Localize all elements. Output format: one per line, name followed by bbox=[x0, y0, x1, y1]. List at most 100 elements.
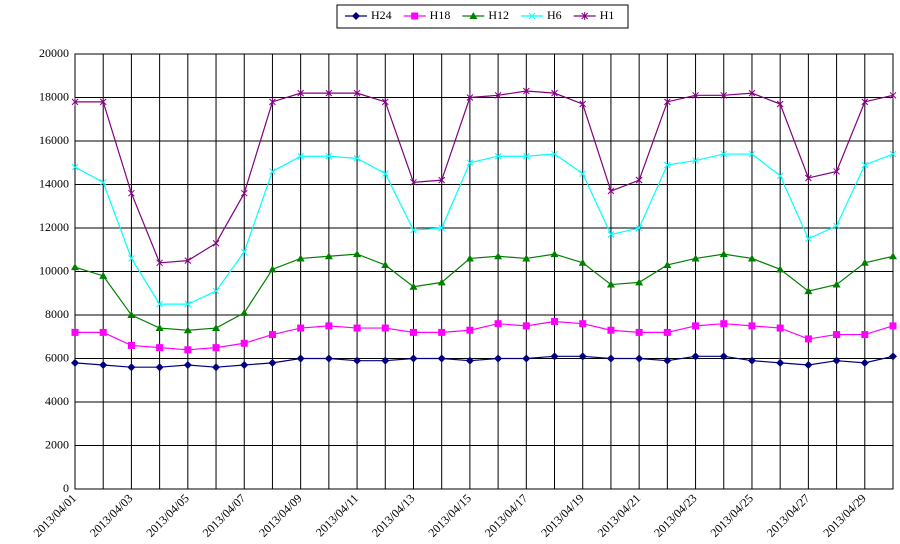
marker bbox=[438, 176, 446, 185]
x-tick-label: 2013/04/01 bbox=[31, 491, 80, 540]
legend-label: H1 bbox=[600, 8, 615, 22]
marker bbox=[804, 335, 812, 343]
marker bbox=[268, 265, 277, 273]
marker bbox=[551, 89, 558, 98]
marker bbox=[832, 280, 841, 288]
marker bbox=[663, 97, 671, 106]
marker bbox=[635, 328, 643, 336]
marker bbox=[183, 361, 192, 370]
marker bbox=[324, 354, 333, 363]
marker bbox=[466, 326, 474, 334]
marker bbox=[692, 157, 699, 164]
marker bbox=[528, 12, 536, 20]
marker bbox=[748, 322, 756, 330]
y-tick-label: 18000 bbox=[39, 89, 69, 103]
x-tick-label: 2013/04/03 bbox=[87, 491, 136, 540]
marker bbox=[889, 150, 897, 158]
marker bbox=[805, 235, 812, 243]
x-tick-label: 2013/04/23 bbox=[651, 491, 700, 540]
marker bbox=[381, 356, 390, 365]
marker bbox=[776, 358, 785, 367]
marker bbox=[579, 100, 587, 109]
legend: H24 H18 H12 H6 H1 bbox=[336, 4, 629, 29]
marker bbox=[635, 224, 643, 232]
marker bbox=[99, 178, 107, 186]
marker bbox=[296, 354, 305, 363]
marker bbox=[409, 282, 418, 290]
marker bbox=[353, 89, 361, 98]
marker bbox=[240, 339, 248, 347]
marker bbox=[607, 187, 615, 196]
marker bbox=[747, 254, 756, 262]
marker bbox=[353, 155, 361, 162]
series-line bbox=[74, 355, 894, 368]
marker bbox=[128, 255, 135, 262]
x-tick-label: 2013/04/07 bbox=[200, 491, 249, 540]
marker bbox=[635, 176, 643, 185]
series-line bbox=[75, 320, 894, 351]
marker bbox=[606, 354, 615, 363]
marker bbox=[410, 178, 417, 187]
marker bbox=[127, 363, 136, 372]
marker bbox=[748, 150, 756, 158]
marker bbox=[663, 356, 672, 365]
marker bbox=[832, 356, 841, 365]
legend-label: H24 bbox=[371, 8, 392, 22]
x-tick-label: 2013/04/19 bbox=[538, 491, 587, 540]
marker bbox=[833, 331, 841, 339]
y-tick-label: 10000 bbox=[39, 263, 69, 277]
x-tick-label: 2013/04/17 bbox=[482, 491, 531, 540]
marker bbox=[522, 354, 531, 363]
marker bbox=[409, 354, 418, 363]
marker bbox=[833, 167, 840, 176]
marker bbox=[409, 328, 417, 336]
marker bbox=[381, 260, 390, 268]
marker bbox=[522, 86, 530, 95]
marker bbox=[833, 222, 840, 230]
marker bbox=[719, 352, 728, 361]
marker bbox=[860, 358, 869, 367]
marker bbox=[465, 254, 474, 262]
marker bbox=[469, 12, 478, 19]
marker bbox=[437, 278, 446, 286]
marker bbox=[550, 250, 559, 258]
marker bbox=[269, 168, 276, 175]
legend-label: H12 bbox=[488, 8, 509, 22]
marker bbox=[522, 322, 530, 330]
y-tick-label: 2000 bbox=[45, 437, 69, 451]
x-tick-label: 2013/04/27 bbox=[764, 491, 813, 540]
y-tick-label: 12000 bbox=[39, 220, 69, 234]
y-tick-label: 6000 bbox=[45, 350, 69, 364]
marker bbox=[438, 224, 446, 232]
marker bbox=[212, 324, 221, 332]
marker bbox=[127, 311, 136, 318]
marker bbox=[522, 152, 530, 160]
marker bbox=[805, 173, 812, 182]
marker bbox=[99, 97, 107, 106]
y-tick-label: 20000 bbox=[39, 46, 69, 60]
marker bbox=[156, 344, 164, 352]
marker bbox=[748, 89, 756, 98]
marker bbox=[268, 331, 276, 339]
marker bbox=[71, 358, 79, 367]
marker bbox=[71, 263, 79, 271]
marker bbox=[494, 354, 503, 363]
marker bbox=[156, 300, 163, 308]
legend-label: H18 bbox=[430, 8, 451, 22]
x-tick-label: 2013/04/15 bbox=[425, 491, 474, 540]
marker bbox=[212, 344, 220, 352]
marker bbox=[128, 189, 135, 198]
marker bbox=[297, 152, 305, 160]
marker bbox=[607, 231, 615, 238]
marker bbox=[776, 172, 784, 180]
marker bbox=[776, 100, 784, 109]
marker bbox=[381, 324, 389, 332]
marker bbox=[606, 280, 615, 288]
marker bbox=[466, 159, 474, 167]
marker bbox=[578, 352, 587, 361]
marker bbox=[240, 248, 248, 256]
y-tick-label: 4000 bbox=[45, 394, 69, 408]
marker bbox=[692, 91, 699, 100]
marker bbox=[522, 254, 531, 262]
